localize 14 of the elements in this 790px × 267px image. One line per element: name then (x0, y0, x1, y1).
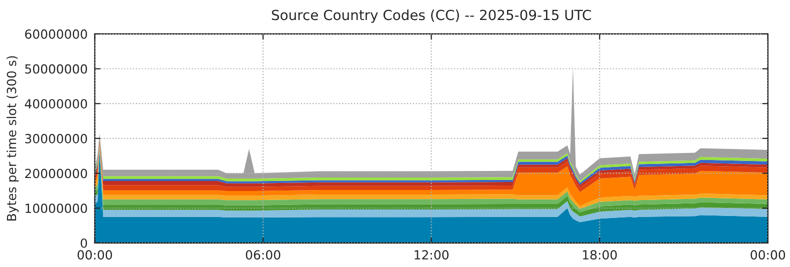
y-tick-label: 40000000 (24, 99, 88, 109)
chart-title: Source Country Codes (CC) -- 2025-09-15 UTC (272, 9, 591, 23)
x-tick-label: 12:00 (414, 250, 449, 260)
y-tick-label: 60000000 (25, 29, 88, 39)
x-tick-label: 06:00 (246, 250, 280, 260)
y-tick-label: 30000000 (25, 134, 88, 144)
y-tick-label: 10000000 (26, 204, 88, 214)
y-tick-label: 0 (80, 238, 88, 248)
y-axis-title: Bytes per time slot (300 s) (6, 56, 19, 221)
x-tick-label: 18:00 (582, 250, 617, 260)
y-tick-label: 50000000 (25, 64, 88, 74)
y-tick-label: 20000000 (25, 168, 88, 178)
x-tick-label: 00:00 (78, 250, 112, 260)
x-tick-label: 00:00 (750, 250, 786, 260)
